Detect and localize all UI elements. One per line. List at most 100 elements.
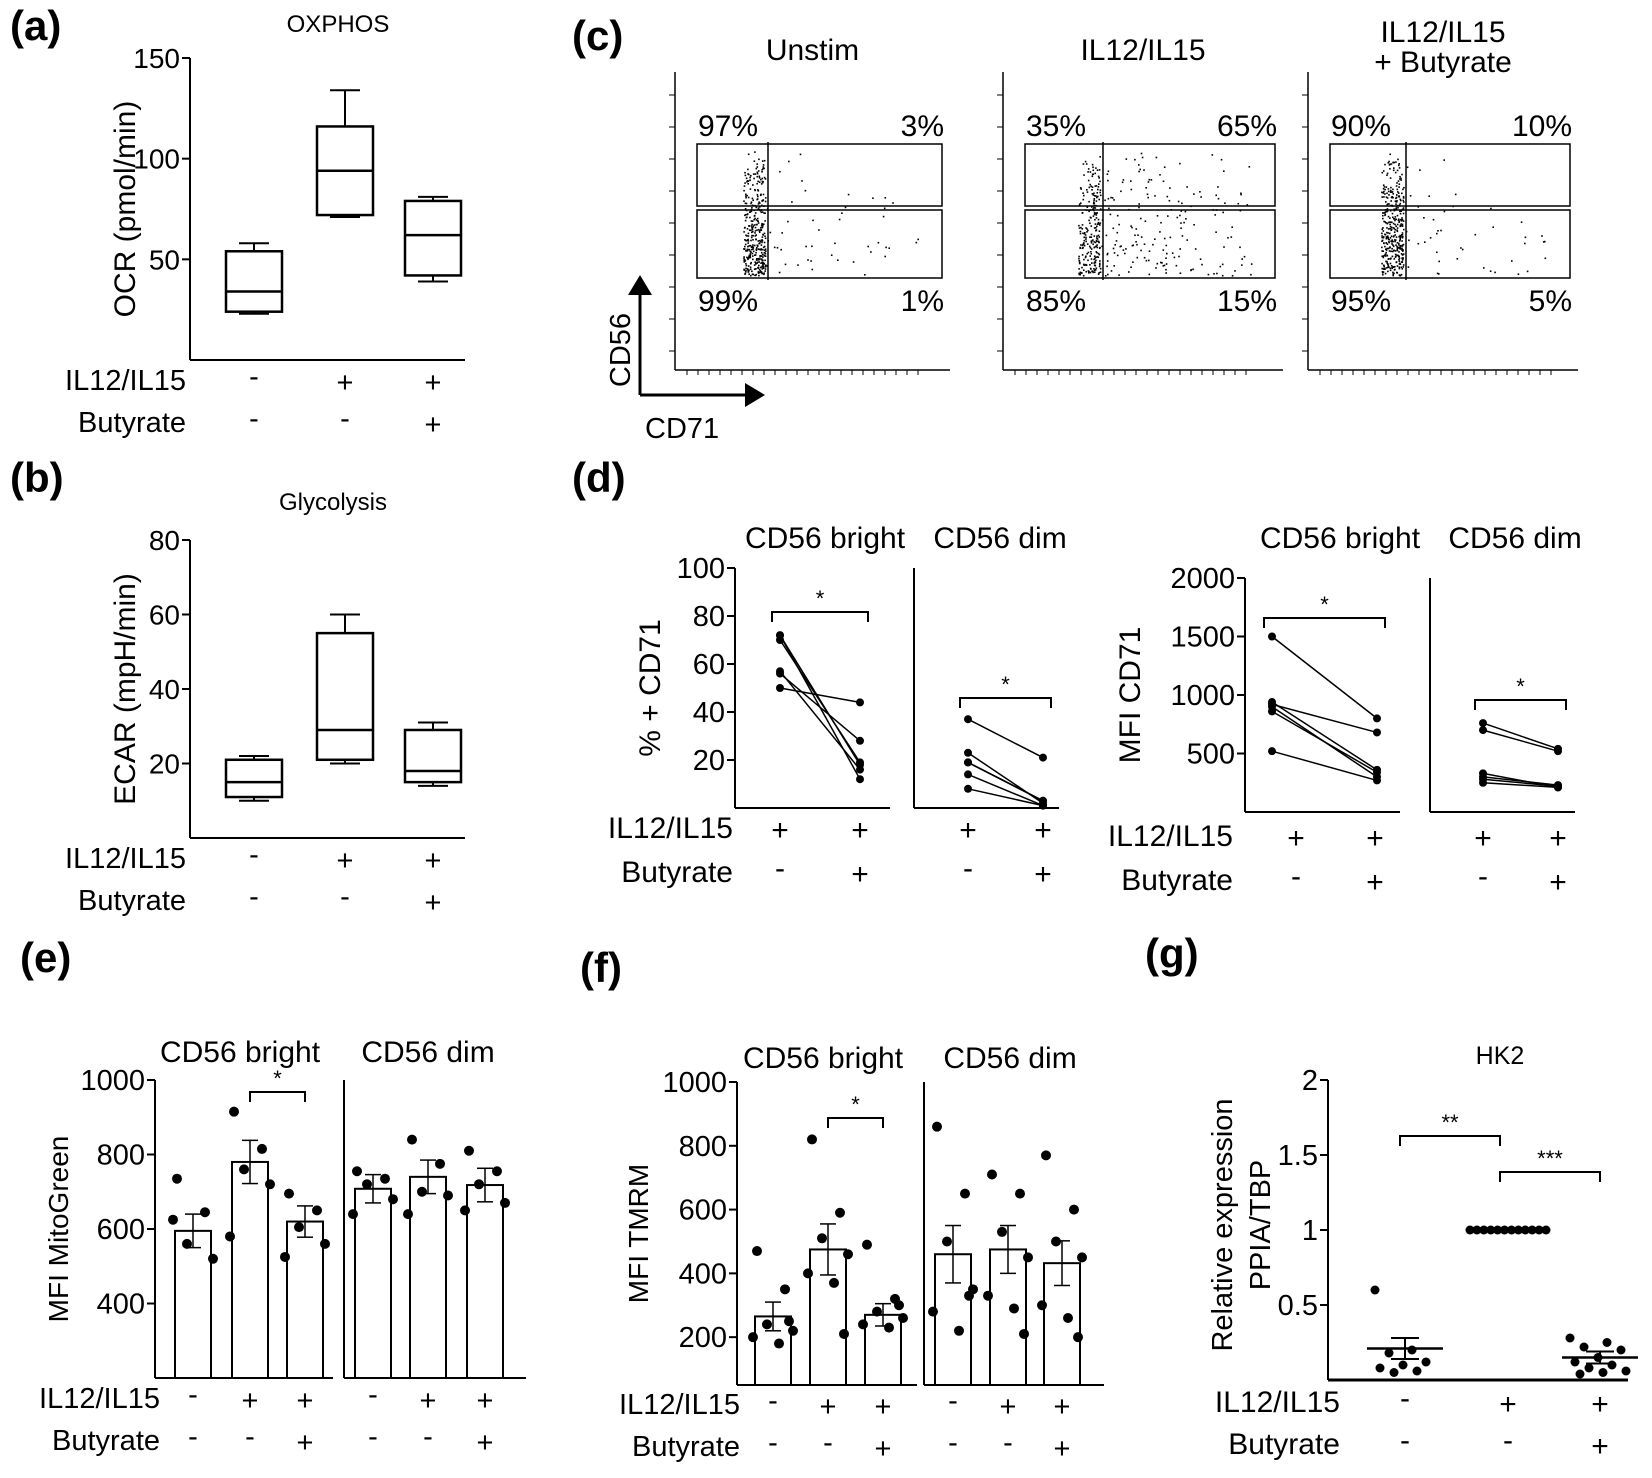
cell-event [1384, 245, 1386, 248]
bar [286, 1220, 324, 1380]
cell-event [1094, 257, 1096, 260]
data-point [1384, 1348, 1394, 1358]
cell-event [1132, 244, 1134, 247]
cell-event [1105, 275, 1107, 277]
cell-event [1392, 245, 1395, 248]
cell-event [1079, 262, 1081, 265]
cell-event [763, 272, 765, 274]
condition-sign: - [249, 403, 259, 435]
cell-event [1085, 238, 1087, 240]
cell-event [1084, 234, 1087, 236]
cell-event [812, 219, 814, 222]
cell-event [1101, 219, 1104, 221]
cell-event [1381, 255, 1383, 258]
cell-event [760, 251, 763, 254]
cell-event [750, 261, 752, 264]
cell-event [750, 210, 753, 213]
cell-event [1397, 219, 1400, 221]
cell-event [1078, 273, 1081, 276]
cell-event [1396, 182, 1398, 184]
cell-event [745, 177, 748, 180]
cell-event [1090, 268, 1092, 270]
cell-event [752, 247, 755, 249]
data-point [1398, 1360, 1408, 1370]
data-point [500, 1197, 510, 1208]
cell-event [761, 240, 764, 242]
cell-event [1141, 156, 1144, 159]
cell-event [1113, 265, 1115, 267]
cell-event [1402, 195, 1405, 198]
data-point [932, 1121, 942, 1132]
paired-line [779, 670, 861, 771]
paired-line [1482, 722, 1559, 750]
condition-sign: + [1474, 822, 1492, 855]
cell-event [1385, 186, 1388, 188]
cell-event [1396, 227, 1399, 229]
condition-sign: - [1503, 1424, 1513, 1457]
box-body [224, 250, 284, 313]
cell-event [1402, 254, 1404, 256]
cell-event [1542, 241, 1545, 243]
cell-event [759, 257, 761, 259]
cell-event [750, 246, 753, 248]
cell-event [1401, 173, 1403, 176]
cell-event [1517, 273, 1520, 275]
cell-event [1385, 242, 1387, 244]
plot-title: + Butyrate [1374, 46, 1512, 79]
cell-event [1387, 162, 1390, 164]
cell-event [756, 258, 758, 260]
cell-event [1384, 253, 1387, 255]
dot-group-2 [1562, 1333, 1638, 1379]
data-point [997, 1226, 1007, 1237]
cell-event [760, 209, 763, 211]
cell-event [746, 235, 748, 237]
cell-event [1402, 250, 1404, 252]
cell-event [1400, 266, 1403, 269]
cell-event [1388, 266, 1390, 268]
cell-event [756, 175, 759, 178]
cell-event [1169, 187, 1171, 189]
paired-line [1271, 703, 1378, 734]
cell-event [1136, 243, 1138, 246]
cell-event [1524, 242, 1526, 245]
cell-event [754, 230, 757, 232]
cell-event [1390, 200, 1392, 202]
cell-event [747, 242, 749, 244]
cell-event [1167, 215, 1169, 217]
y-axis-label: MFI MitoGreen [43, 1136, 74, 1323]
data-point [987, 1169, 997, 1180]
cell-event [1083, 236, 1085, 239]
cell-event [1391, 250, 1394, 253]
cell-event [1402, 199, 1404, 202]
cell-event [757, 259, 760, 261]
data-point [1584, 1363, 1594, 1373]
cell-event [1095, 195, 1097, 197]
cell-event [1097, 195, 1099, 198]
cell-event [743, 189, 745, 192]
cell-event [1096, 246, 1099, 249]
quadrant-label: 1% [901, 285, 944, 318]
cell-event [764, 265, 766, 268]
cell-event [1227, 237, 1229, 239]
y-tick-label: 20 [693, 745, 725, 777]
cell-event [1087, 171, 1089, 173]
cell-event [1152, 243, 1154, 246]
cell-event [1387, 215, 1390, 218]
cell-event [746, 180, 749, 182]
cell-event [761, 268, 764, 270]
cell-event [755, 206, 758, 209]
cell-event [758, 177, 761, 179]
condition-sign: - [1003, 1427, 1013, 1459]
data-point [492, 1166, 502, 1177]
paired-line [1271, 750, 1378, 782]
condition-sign: + [297, 1385, 314, 1417]
y-axis-label: MFI TMRM [623, 1164, 654, 1303]
cell-event [756, 262, 758, 264]
cell-event [1096, 240, 1098, 243]
cell-event [1224, 202, 1226, 204]
cell-event [1385, 201, 1387, 203]
data-point [964, 784, 972, 793]
cell-event [1384, 233, 1386, 236]
cell-event [1381, 171, 1384, 174]
